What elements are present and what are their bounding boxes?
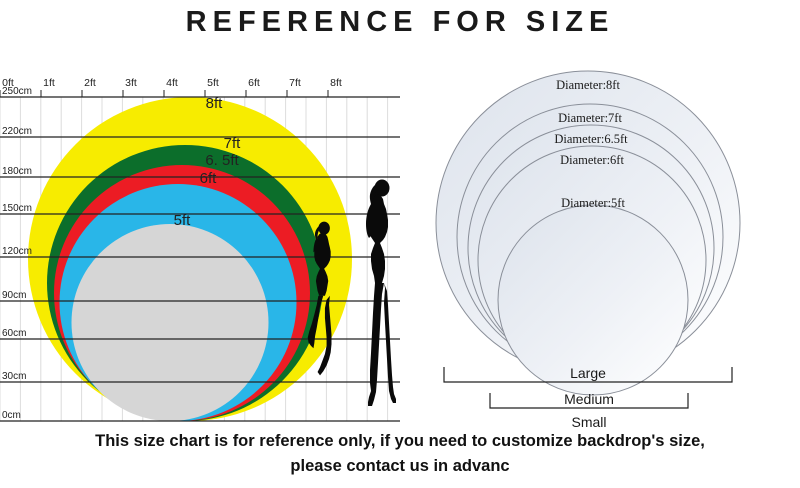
svg-text:0cm: 0cm [2, 410, 21, 421]
svg-text:Medium: Medium [564, 391, 614, 407]
svg-text:Diameter:6.5ft: Diameter:6.5ft [554, 132, 628, 146]
svg-text:1ft: 1ft [43, 77, 55, 89]
svg-text:90cm: 90cm [2, 290, 26, 301]
svg-text:Diameter:6ft: Diameter:6ft [560, 153, 624, 167]
svg-text:Small: Small [571, 414, 606, 430]
svg-text:8ft: 8ft [330, 77, 342, 89]
svg-text:5ft: 5ft [174, 212, 192, 229]
svg-text:220cm: 220cm [2, 126, 32, 137]
svg-text:2ft: 2ft [84, 77, 96, 89]
svg-text:6ft: 6ft [248, 77, 260, 89]
svg-text:250cm: 250cm [2, 86, 32, 97]
svg-text:7ft: 7ft [224, 135, 242, 152]
svg-text:Diameter:8ft: Diameter:8ft [556, 78, 620, 92]
svg-text:120cm: 120cm [2, 246, 32, 257]
svg-text:8ft: 8ft [206, 95, 224, 112]
svg-text:180cm: 180cm [2, 166, 32, 177]
svg-text:3ft: 3ft [125, 77, 137, 89]
svg-text:4ft: 4ft [166, 77, 178, 89]
svg-text:60cm: 60cm [2, 328, 26, 339]
svg-text:7ft: 7ft [289, 77, 301, 89]
svg-text:150cm: 150cm [2, 203, 32, 214]
svg-text:30cm: 30cm [2, 371, 26, 382]
svg-text:Diameter:5ft: Diameter:5ft [561, 196, 625, 210]
svg-text:Large: Large [570, 365, 606, 381]
svg-text:Diameter:7ft: Diameter:7ft [558, 111, 622, 125]
svg-text:6ft: 6ft [200, 170, 218, 187]
svg-text:5ft: 5ft [207, 77, 219, 89]
svg-text:6. 5ft: 6. 5ft [205, 152, 239, 169]
